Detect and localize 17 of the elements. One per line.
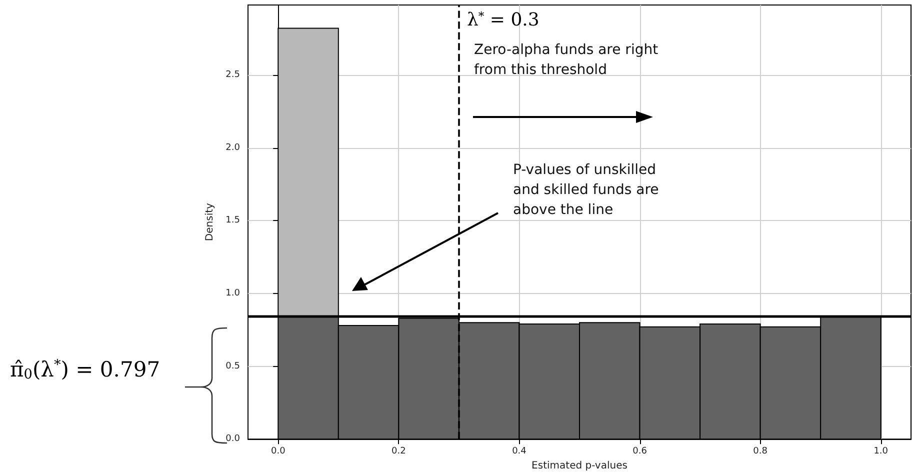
y-axis-title: Density	[204, 202, 216, 242]
annotation: P-values of unskilled and skilled funds are above the line	[513, 162, 664, 218]
x-tick-label: 0.8	[753, 446, 768, 457]
x-tick-label: 0.4	[512, 446, 527, 457]
x-axis-title: Estimated p-values	[532, 460, 628, 472]
y-tick-label: 0.5	[226, 361, 240, 372]
y-tick-label: 2.0	[226, 142, 240, 153]
y-tick-label: 1.5	[226, 216, 240, 226]
ref-line-label: λ* = 0.3	[466, 9, 540, 31]
y-tick-label: 0.0	[226, 434, 240, 444]
x-tick-label: 1.0	[874, 446, 888, 457]
x-tick-label: 0.6	[632, 446, 648, 457]
x-tick-label: 0.0	[270, 446, 286, 457]
y-tick-label: 2.5	[226, 70, 240, 80]
annotation: Zero-alpha funds are right from this threshold	[474, 42, 663, 78]
y-tick-label: 1.0	[226, 288, 240, 298]
x-tick-label: 0.2	[392, 446, 406, 457]
